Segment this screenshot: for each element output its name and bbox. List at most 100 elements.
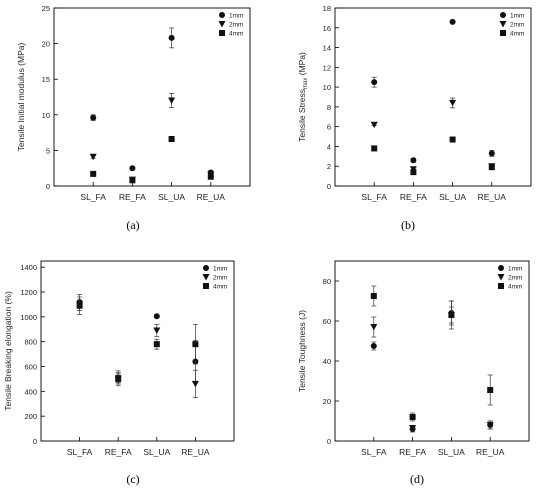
plot-frame (334, 7, 532, 187)
legend-label: 1mm (229, 13, 243, 20)
data-point-1mm (449, 18, 456, 25)
data-point-2mm (486, 422, 494, 429)
y-tick-label: 0 (33, 437, 37, 446)
chart-panel-2: 0 2 4 6 8 10 12 14 16 18 SL_FA RE_FA SL_UA RE_UA Tensi… (297, 4, 532, 232)
data-point-2mm (168, 97, 176, 105)
y-tick-label: 200 (24, 412, 37, 421)
x-tick-label: SL_FA (361, 192, 387, 202)
y-tick-label: 2 (327, 162, 331, 171)
data-point-4mm (129, 177, 136, 184)
series-4mm (370, 285, 494, 422)
series-2mm (89, 93, 215, 184)
x-tick-label: SL_UA (438, 447, 465, 457)
data-point-1mm (168, 34, 175, 41)
x-tick-label: SL_FA (67, 447, 93, 457)
x-tick-label: SL_FA (361, 447, 387, 457)
data-point-4mm (90, 170, 97, 177)
plot-frame (53, 7, 251, 187)
legend-marker-4mm (203, 283, 209, 289)
x-tick-label: RE_FA (105, 447, 132, 457)
y-tick-label: 0 (327, 182, 331, 191)
data-point-4mm (448, 312, 455, 318)
legend-marker-1mm (219, 12, 225, 18)
data-point-1mm (371, 79, 378, 86)
data-point-4mm (370, 293, 377, 299)
legend-marker-2mm (218, 21, 226, 28)
data-point-2mm (409, 425, 417, 432)
y-axis-label: Tensile Toughness (J) (297, 310, 307, 392)
data-point-1mm (488, 150, 495, 157)
y-tick-label: 12 (323, 63, 331, 72)
series-1mm (371, 18, 495, 164)
x-tick-label: RE_UA (181, 447, 210, 457)
series-1mm (76, 296, 199, 384)
data-point-4mm (449, 136, 456, 143)
legend-label: 2mm (508, 275, 522, 282)
panel-caption: (b) (401, 218, 415, 232)
y-tick-label: 1400 (20, 263, 37, 272)
x-tick-label: RE_UA (197, 192, 226, 202)
x-tick-label: RE_FA (119, 192, 146, 202)
legend: 1mm 2mm 4mm (499, 12, 524, 38)
data-point-4mm (487, 387, 494, 393)
y-tick-label: 10 (42, 111, 50, 120)
data-point-1mm (129, 165, 136, 172)
y-tick-label: 16 (323, 24, 331, 33)
y-tick-label: 40 (323, 357, 331, 366)
x-tick-label: SL_UA (158, 192, 185, 202)
panel-caption: (a) (126, 218, 139, 232)
chart-panel-1: 0 5 10 15 20 25 SL_FA RE_FA SL_UA RE_UA Tensile In… (16, 4, 251, 232)
data-point-4mm (207, 173, 214, 180)
series-1mm (370, 300, 494, 433)
legend-label: 4mm (508, 284, 522, 291)
data-point-2mm (449, 99, 457, 107)
y-tick-label: 5 (46, 146, 50, 155)
panel-caption: (c) (126, 472, 139, 486)
legend-marker-4mm (219, 30, 225, 36)
data-point-4mm (488, 164, 495, 171)
x-tick-label: SL_FA (80, 192, 106, 202)
panel-caption: (d) (410, 472, 424, 486)
data-point-4mm (410, 169, 417, 176)
x-tick-label: RE_UA (478, 192, 507, 202)
data-point-2mm (89, 153, 97, 161)
y-tick-label: 14 (323, 44, 331, 53)
y-tick-label: 18 (323, 4, 331, 13)
legend-marker-1mm (500, 12, 506, 18)
y-axis-label: Tensile Breaking elongation (%) (3, 291, 13, 411)
data-point-4mm (76, 302, 83, 309)
data-point-1mm (410, 157, 417, 164)
plot-frame (40, 260, 235, 442)
data-point-4mm (371, 145, 378, 152)
legend-marker-4mm (500, 30, 506, 36)
plot-frame (334, 260, 530, 442)
chart-panel-4: 0 20 40 60 80 SL_FA RE_FA SL_UA RE_UA Tensile Tou… (297, 260, 530, 486)
data-point-4mm (153, 341, 160, 348)
y-tick-label: 0 (46, 182, 50, 191)
legend-marker-2mm (499, 21, 507, 28)
legend-label: 1mm (508, 266, 522, 273)
y-axis-label-main: Tensile Stress (297, 89, 307, 142)
y-axis-label-subscript: max (303, 78, 309, 89)
legend-marker-4mm (498, 283, 504, 289)
y-tick-label: 60 (323, 317, 331, 326)
series-2mm (370, 300, 494, 432)
x-tick-label: SL_UA (143, 447, 170, 457)
legend-label: 4mm (229, 31, 243, 38)
x-tick-label: RE_FA (399, 447, 426, 457)
y-axis-label: Tensile Stressmax (MPa) (297, 52, 309, 142)
y-tick-label: 80 (323, 277, 331, 286)
data-point-4mm (192, 341, 199, 348)
data-point-4mm (409, 414, 416, 420)
series-4mm (90, 136, 214, 184)
legend-marker-2mm (202, 274, 210, 281)
y-tick-label: 1200 (20, 288, 37, 297)
legend-label: 1mm (510, 13, 524, 20)
legend-marker-1mm (203, 265, 209, 271)
legend-label: 2mm (510, 22, 524, 29)
y-tick-label: 6 (327, 123, 331, 132)
legend: 1mm 2mm 4mm (218, 12, 243, 38)
y-tick-label: 600 (24, 363, 37, 372)
data-point-2mm (370, 324, 378, 331)
